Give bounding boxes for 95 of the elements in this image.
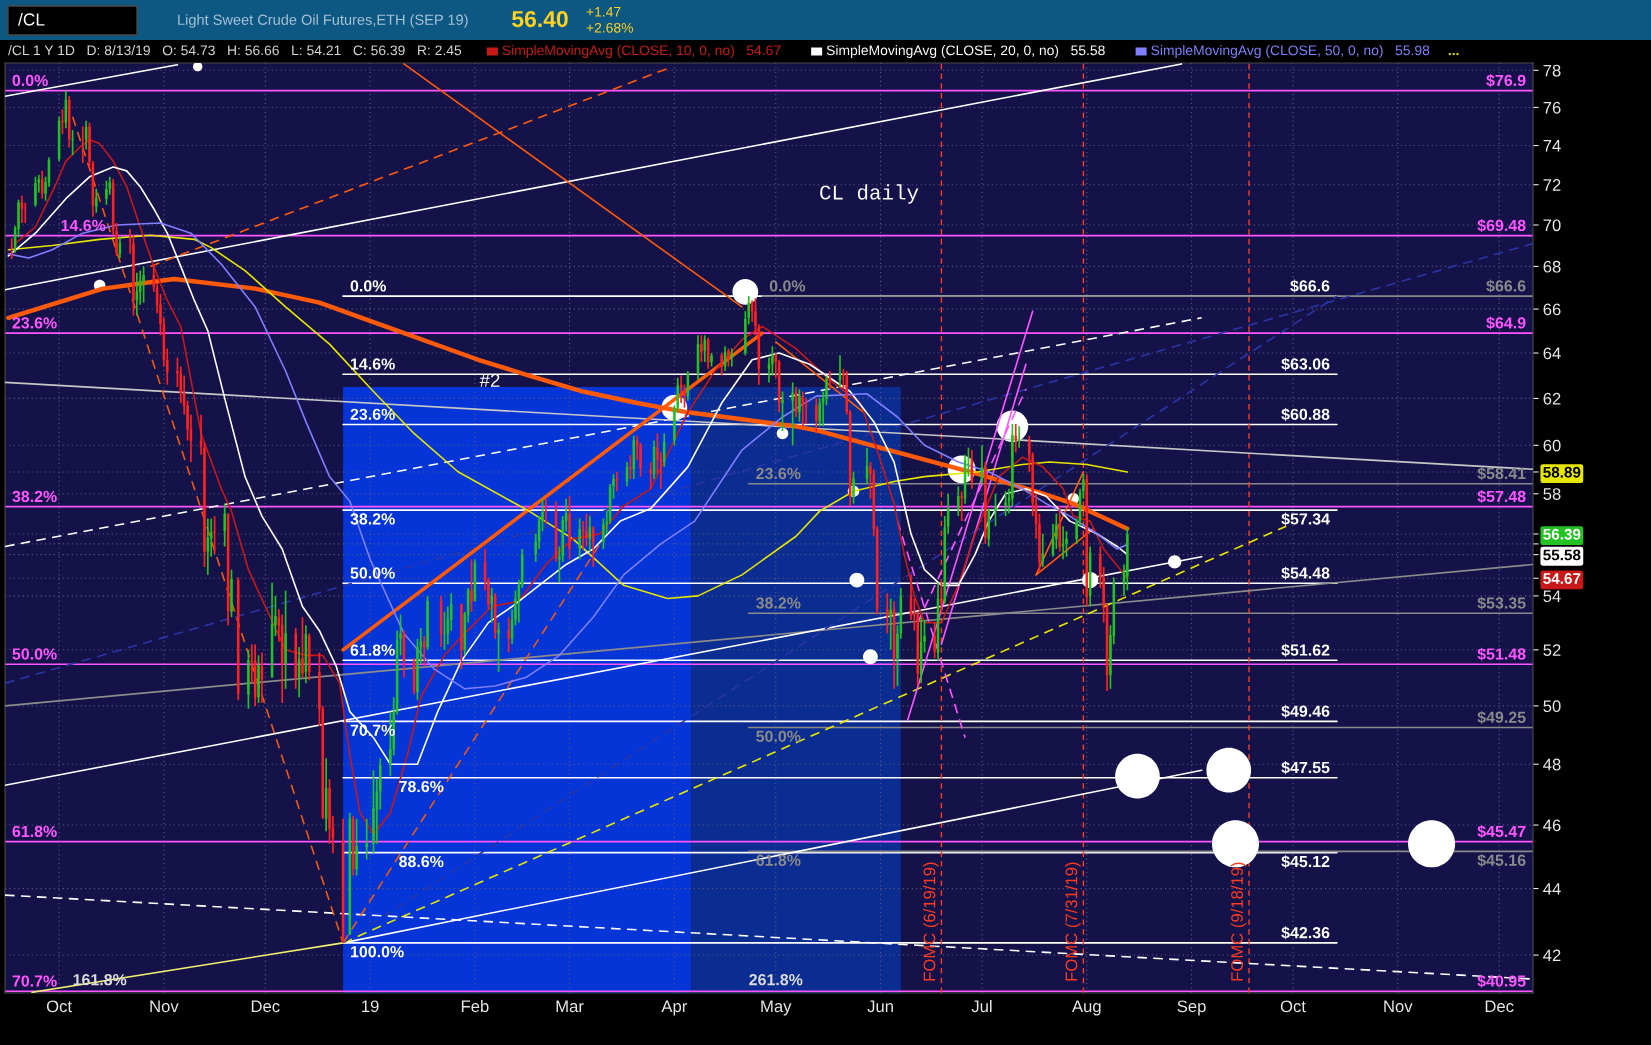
y-tick-label: 72 [1543, 179, 1561, 191]
data-label: $49.46 [1281, 704, 1330, 718]
series-label: 100.0% [351, 946, 404, 958]
data-label: $47.55 [1281, 761, 1330, 775]
y-tick-label: 54.67 [1543, 573, 1581, 584]
data-label: $45.12 [1281, 855, 1330, 869]
text: +1.47 [586, 7, 621, 17]
x-tick-label: Dec [251, 1000, 280, 1013]
series-label: 0.0% [12, 74, 48, 87]
x-tick-label: Dec [1485, 1000, 1514, 1013]
legend-label: SimpleMovingAvg (CLOSE, 20, 0, no) 55.58 [826, 45, 1105, 58]
y-tick-label: 58 [1543, 488, 1561, 500]
series-label: 0.0% [350, 280, 386, 292]
x-tick-label: Apr [661, 1000, 688, 1016]
data-label: $76.9 [1486, 74, 1526, 88]
legend-label: SimpleMovingAvg (CLOSE, 10, 0, no) 54.67 [502, 45, 781, 58]
series-label: 14.6% [61, 219, 106, 232]
series-label: 78.6% [399, 780, 444, 793]
ref-line-label: FOMC (7/31/19) [1065, 862, 1081, 981]
data-label: $45.16 [1477, 853, 1526, 867]
x-tick-label: Jul [971, 999, 992, 1013]
y-tick-label: 56.39 [1543, 528, 1581, 540]
y-tick-label: 48 [1543, 758, 1561, 771]
y-tick-label: 46 [1543, 819, 1561, 832]
data-label: $69.48 [1477, 219, 1526, 233]
series-label: 14.6% [351, 358, 395, 370]
chart-title: Light Sweet Crude Oil Futures,ETH (SEP 19) [178, 14, 468, 28]
data-label: $54.48 [1281, 566, 1330, 580]
y-tick-label: 66 [1543, 303, 1561, 316]
series-label: 61.8% [350, 644, 395, 656]
x-tick-label: Mar [556, 1000, 584, 1013]
data-label: $66.6 [1290, 279, 1330, 293]
y-tick-label: 62 [1543, 392, 1561, 405]
series-label: 50.0% [12, 648, 57, 660]
series-label: 61.8% [756, 854, 801, 866]
series-label: 50.0% [756, 730, 801, 742]
data-label: $51.48 [1477, 647, 1526, 661]
x-tick-label: Oct [1280, 1000, 1306, 1013]
legend-label: SimpleMovingAvg (CLOSE, 50, 0, no) 55.98 [1151, 45, 1430, 58]
y-tick-label: 44 [1543, 883, 1561, 895]
ref-line-label: FOMC (9/18/19) [1230, 862, 1247, 981]
x-tick-label: Aug [1071, 1000, 1101, 1016]
ref-line-label: FOMC (6/19/19) [923, 862, 939, 981]
x-tick-label: 19 [362, 1000, 379, 1013]
x-tick-label: May [761, 1000, 792, 1016]
data-label: $57.48 [1477, 490, 1526, 504]
y-tick-label: 52 [1543, 644, 1561, 657]
y-tick-label: 68 [1543, 260, 1561, 273]
y-tick-label: 54 [1543, 590, 1561, 603]
series-label: 23.6% [12, 317, 57, 329]
series-label: 38.2% [756, 597, 801, 609]
text: +2.68% [586, 22, 633, 33]
data-label: $58.41 [1477, 467, 1526, 481]
y-tick-label: 55.58 [1543, 549, 1581, 561]
x-tick-label: Nov [150, 1000, 179, 1013]
y-tick-label: 74 [1543, 140, 1561, 152]
data-label: $66.6 [1486, 279, 1526, 293]
annotation: 261.8% [749, 974, 803, 986]
series-label: 88.6% [399, 855, 444, 868]
text: ... [1448, 53, 1459, 56]
data-label: $53.35 [1477, 596, 1526, 610]
text: /CL [18, 12, 45, 26]
chart-subtitle: /CL 1 Y 1D D: 8/13/19 O: 54.73 H: 56.66 L: 54.21 C: 56.39 R: 2.45 [8, 45, 462, 56]
y-tick-label: 58.89 [1543, 466, 1581, 478]
data-label: $40.95 [1477, 974, 1526, 988]
x-tick-label: Oct [46, 1000, 72, 1013]
series-label: 50.0% [350, 567, 395, 579]
text: 56.40 [512, 10, 568, 28]
series-label: 70.7% [12, 975, 57, 987]
x-tick-label: Nov [1384, 1000, 1413, 1013]
y-tick-label: 76 [1543, 101, 1561, 114]
y-tick-label: 60 [1543, 439, 1561, 452]
data-label: $45.47 [1477, 825, 1526, 839]
data-label: $49.25 [1477, 710, 1526, 724]
y-tick-label: 42 [1543, 949, 1561, 962]
x-tick-label: Feb [461, 999, 489, 1013]
annotation: CL daily [820, 184, 919, 204]
series-label: 23.6% [350, 408, 395, 420]
series-label: 38.2% [350, 513, 395, 525]
data-label: $57.34 [1281, 512, 1330, 526]
data-label: $64.9 [1486, 316, 1526, 330]
series-label: 38.2% [12, 490, 57, 503]
data-label: $42.36 [1281, 926, 1330, 940]
y-tick-label: 64 [1543, 347, 1561, 360]
x-tick-label: Jun [867, 1000, 893, 1013]
x-tick-label: Sep [1177, 1000, 1206, 1016]
data-label: $63.06 [1281, 357, 1330, 371]
series-label: 0.0% [769, 280, 806, 292]
y-tick-label: 70 [1543, 219, 1561, 232]
series-label: 23.6% [756, 467, 801, 480]
y-tick-label: 78 [1543, 64, 1561, 77]
data-label: $51.62 [1281, 643, 1330, 657]
y-tick-label: 50 [1543, 700, 1561, 713]
series-label: 61.8% [12, 825, 57, 838]
data-label: $60.88 [1281, 407, 1330, 421]
